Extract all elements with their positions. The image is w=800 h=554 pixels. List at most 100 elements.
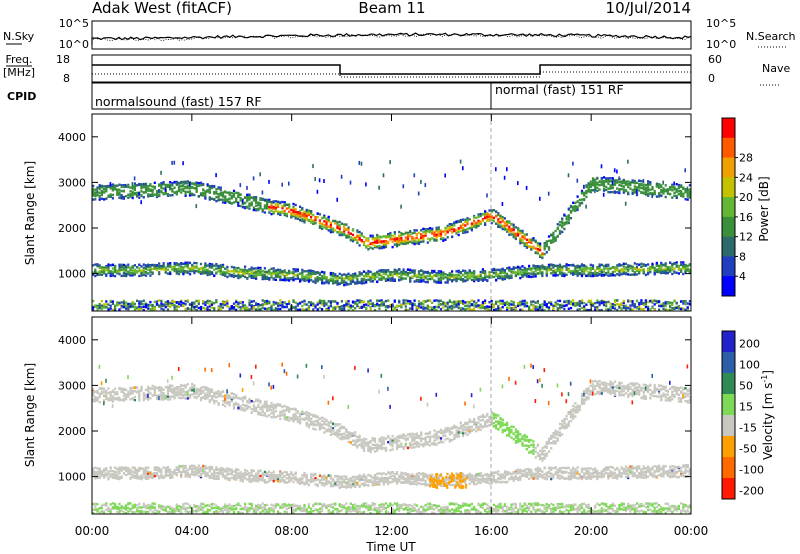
heatmap-cell: [378, 244, 381, 248]
heatmap-cell: [497, 273, 500, 276]
heatmap-cell: [481, 304, 484, 307]
heatmap-cell: [398, 275, 401, 279]
heatmap-cell: [177, 182, 181, 185]
heatmap-cell: [116, 191, 119, 194]
heatmap-cell: [671, 269, 674, 272]
heatmap-cell: [479, 277, 482, 280]
heatmap-cell: [400, 306, 403, 309]
heatmap-cell: [221, 301, 225, 304]
heatmap-cell: [131, 273, 134, 277]
heatmap-cell: [541, 264, 544, 267]
heatmap-cell: [241, 202, 244, 205]
heatmap-cell: [552, 274, 555, 277]
heatmap-cell: [439, 276, 443, 279]
heatmap-cell: [506, 308, 509, 311]
heatmap-cell: [292, 213, 295, 217]
heatmap-cell: [446, 281, 449, 284]
heatmap-cell: [391, 279, 394, 282]
heatmap-cell: [221, 303, 225, 306]
heatmap-cell: [481, 219, 484, 222]
heatmap-cell: [574, 207, 577, 210]
heatmap-cell: [651, 194, 653, 199]
heatmap-cell: [622, 272, 625, 275]
heatmap-cell: [316, 278, 319, 281]
heatmap-cell: [246, 196, 249, 199]
heatmap-cell: [688, 184, 691, 187]
heatmap-cell: [327, 300, 330, 303]
nsearch-tick-top: 10^5: [706, 17, 736, 30]
heatmap-cell: [433, 270, 436, 273]
heatmap-cell: [688, 196, 691, 199]
heatmap-cell: [224, 274, 227, 277]
heatmap-cell: [462, 218, 465, 221]
heatmap-cell: [473, 274, 476, 277]
heatmap-cell: [583, 191, 586, 194]
heatmap-cell: [486, 216, 489, 219]
heatmap-cell: [411, 232, 414, 235]
heatmap-cell: [360, 232, 363, 235]
heatmap-cell: [607, 309, 610, 312]
heatmap-cell: [569, 302, 573, 306]
heatmap-cell: [199, 267, 203, 270]
heatmap-cell: [277, 308, 280, 311]
heatmap-cell: [558, 269, 562, 273]
heatmap-cell: [347, 226, 350, 229]
heatmap-cell: [406, 235, 410, 238]
y-tick-label: 4000: [58, 131, 86, 144]
heatmap-cell: [144, 274, 148, 277]
heatmap-cell: [169, 301, 172, 305]
heatmap-cell: [675, 302, 678, 305]
heatmap-cell: [166, 304, 170, 307]
heatmap-cell: [439, 235, 443, 238]
heatmap-cell: [580, 191, 584, 195]
heatmap-cell: [384, 242, 388, 245]
heatmap-cell: [622, 181, 625, 184]
heatmap-cell: [495, 268, 498, 271]
heatmap-cell: [598, 273, 601, 276]
heatmap-cell: [578, 268, 581, 271]
heatmap-cell: [149, 183, 152, 186]
heatmap-cell: [321, 227, 324, 231]
heatmap-cell: [171, 268, 174, 271]
heatmap-cell: [230, 192, 233, 195]
heatmap-cell: [202, 266, 205, 269]
heatmap-cell: [395, 243, 399, 246]
heatmap-cell: [611, 273, 614, 277]
heatmap-cell: [310, 275, 313, 278]
heatmap-cell: [325, 217, 328, 220]
heatmap-cell: [171, 190, 174, 193]
heatmap-cell: [356, 279, 359, 282]
heatmap-cell: [552, 240, 555, 244]
heatmap-cell: [539, 246, 542, 249]
heatmap-cell: [288, 300, 291, 303]
heatmap-cell: [521, 303, 524, 306]
heatmap-cell: [94, 263, 97, 266]
heatmap-cell: [318, 219, 321, 222]
heatmap-cell: [327, 309, 330, 312]
heatmap-cell: [274, 278, 277, 281]
heatmap-cell: [409, 268, 412, 272]
heatmap-cell: [503, 228, 506, 231]
heatmap-cell: [545, 302, 548, 306]
freq-frame: [91, 54, 692, 83]
heatmap-cell: [609, 267, 612, 270]
heatmap-cell: [125, 268, 128, 271]
heatmap-cell: [653, 303, 656, 306]
heatmap-cell: [618, 180, 621, 184]
heatmap-cell: [160, 170, 162, 175]
heatmap-cell: [118, 191, 121, 194]
heatmap-cell: [367, 269, 370, 273]
heatmap-cell: [175, 270, 178, 273]
heatmap-cell: [166, 183, 170, 187]
heatmap-cell: [497, 220, 500, 223]
heatmap-cell: [149, 304, 152, 307]
heatmap-cell: [508, 221, 511, 225]
heatmap-cell: [281, 270, 284, 273]
heatmap-cell: [638, 268, 641, 271]
heatmap-cell: [624, 272, 628, 275]
heatmap-cell: [462, 278, 465, 281]
heatmap-cell: [193, 271, 196, 275]
heatmap-cell: [475, 276, 478, 279]
heatmap-cell: [554, 301, 557, 304]
heatmap-cell: [343, 223, 346, 226]
